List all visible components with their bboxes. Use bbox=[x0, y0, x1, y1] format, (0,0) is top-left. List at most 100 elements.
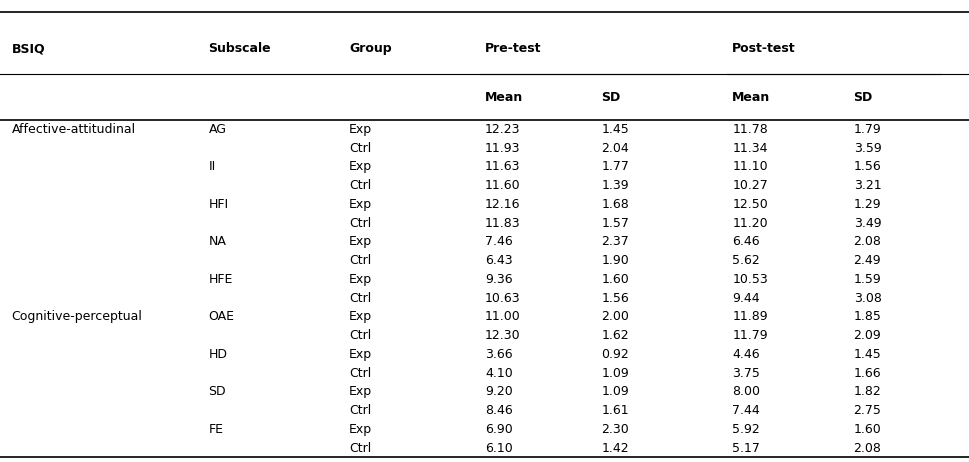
Text: Ctrl: Ctrl bbox=[349, 254, 371, 267]
Text: 1.85: 1.85 bbox=[853, 310, 881, 323]
Text: 11.34: 11.34 bbox=[732, 142, 767, 155]
Text: Ctrl: Ctrl bbox=[349, 142, 371, 155]
Text: Ctrl: Ctrl bbox=[349, 442, 371, 455]
Text: Ctrl: Ctrl bbox=[349, 404, 371, 417]
Text: Exp: Exp bbox=[349, 385, 372, 398]
Text: 1.45: 1.45 bbox=[601, 123, 629, 136]
Text: 2.00: 2.00 bbox=[601, 310, 629, 323]
Text: Ctrl: Ctrl bbox=[349, 329, 371, 342]
Text: BSIQ: BSIQ bbox=[12, 42, 46, 55]
Text: Group: Group bbox=[349, 42, 391, 55]
Text: 11.78: 11.78 bbox=[732, 123, 767, 136]
Text: 1.39: 1.39 bbox=[601, 179, 628, 192]
Text: 1.60: 1.60 bbox=[601, 273, 629, 286]
Text: 2.75: 2.75 bbox=[853, 404, 881, 417]
Text: 11.89: 11.89 bbox=[732, 310, 767, 323]
Text: 12.16: 12.16 bbox=[484, 198, 520, 211]
Text: 3.49: 3.49 bbox=[853, 217, 880, 230]
Text: 2.49: 2.49 bbox=[853, 254, 880, 267]
Text: 1.57: 1.57 bbox=[601, 217, 629, 230]
Text: 12.30: 12.30 bbox=[484, 329, 520, 342]
Text: 11.83: 11.83 bbox=[484, 217, 520, 230]
Text: 8.46: 8.46 bbox=[484, 404, 513, 417]
Text: 3.21: 3.21 bbox=[853, 179, 880, 192]
Text: HFE: HFE bbox=[208, 273, 233, 286]
Text: FE: FE bbox=[208, 423, 223, 436]
Text: 5.17: 5.17 bbox=[732, 442, 760, 455]
Text: 6.10: 6.10 bbox=[484, 442, 513, 455]
Text: 3.66: 3.66 bbox=[484, 348, 512, 361]
Text: Mean: Mean bbox=[732, 91, 769, 103]
Text: Exp: Exp bbox=[349, 423, 372, 436]
Text: 1.66: 1.66 bbox=[853, 366, 880, 380]
Text: 2.04: 2.04 bbox=[601, 142, 629, 155]
Text: 7.44: 7.44 bbox=[732, 404, 760, 417]
Text: SD: SD bbox=[601, 91, 620, 103]
Text: 2.09: 2.09 bbox=[853, 329, 881, 342]
Text: Subscale: Subscale bbox=[208, 42, 271, 55]
Text: 10.63: 10.63 bbox=[484, 292, 520, 304]
Text: 5.92: 5.92 bbox=[732, 423, 760, 436]
Text: 9.20: 9.20 bbox=[484, 385, 513, 398]
Text: 11.20: 11.20 bbox=[732, 217, 767, 230]
Text: AG: AG bbox=[208, 123, 227, 136]
Text: NA: NA bbox=[208, 236, 226, 249]
Text: SD: SD bbox=[853, 91, 872, 103]
Text: 1.79: 1.79 bbox=[853, 123, 881, 136]
Text: 1.42: 1.42 bbox=[601, 442, 628, 455]
Text: Post-test: Post-test bbox=[732, 42, 796, 55]
Text: 1.62: 1.62 bbox=[601, 329, 628, 342]
Text: 2.30: 2.30 bbox=[601, 423, 629, 436]
Text: Ctrl: Ctrl bbox=[349, 179, 371, 192]
Text: 4.46: 4.46 bbox=[732, 348, 759, 361]
Text: 3.75: 3.75 bbox=[732, 366, 760, 380]
Text: 7.46: 7.46 bbox=[484, 236, 513, 249]
Text: 3.08: 3.08 bbox=[853, 292, 881, 304]
Text: Cognitive-perceptual: Cognitive-perceptual bbox=[12, 310, 142, 323]
Text: 1.90: 1.90 bbox=[601, 254, 629, 267]
Text: 12.23: 12.23 bbox=[484, 123, 520, 136]
Text: 11.63: 11.63 bbox=[484, 160, 520, 173]
Text: 11.93: 11.93 bbox=[484, 142, 520, 155]
Text: 3.59: 3.59 bbox=[853, 142, 881, 155]
Text: 5.62: 5.62 bbox=[732, 254, 760, 267]
Text: Exp: Exp bbox=[349, 273, 372, 286]
Text: Mean: Mean bbox=[484, 91, 522, 103]
Text: Exp: Exp bbox=[349, 123, 372, 136]
Text: 2.08: 2.08 bbox=[853, 442, 881, 455]
Text: 1.59: 1.59 bbox=[853, 273, 881, 286]
Text: 8.00: 8.00 bbox=[732, 385, 760, 398]
Text: 1.82: 1.82 bbox=[853, 385, 881, 398]
Text: 1.09: 1.09 bbox=[601, 366, 629, 380]
Text: Exp: Exp bbox=[349, 198, 372, 211]
Text: 1.09: 1.09 bbox=[601, 385, 629, 398]
Text: 12.50: 12.50 bbox=[732, 198, 767, 211]
Text: Ctrl: Ctrl bbox=[349, 366, 371, 380]
Text: 11.10: 11.10 bbox=[732, 160, 767, 173]
Text: HD: HD bbox=[208, 348, 228, 361]
Text: Ctrl: Ctrl bbox=[349, 217, 371, 230]
Text: 1.68: 1.68 bbox=[601, 198, 629, 211]
Text: Exp: Exp bbox=[349, 348, 372, 361]
Text: 11.00: 11.00 bbox=[484, 310, 520, 323]
Text: 11.79: 11.79 bbox=[732, 329, 767, 342]
Text: Pre-test: Pre-test bbox=[484, 42, 541, 55]
Text: Exp: Exp bbox=[349, 310, 372, 323]
Text: 1.60: 1.60 bbox=[853, 423, 881, 436]
Text: 1.29: 1.29 bbox=[853, 198, 880, 211]
Text: 1.56: 1.56 bbox=[601, 292, 629, 304]
Text: 9.36: 9.36 bbox=[484, 273, 512, 286]
Text: 6.43: 6.43 bbox=[484, 254, 512, 267]
Text: Exp: Exp bbox=[349, 236, 372, 249]
Text: Ctrl: Ctrl bbox=[349, 292, 371, 304]
Text: 2.08: 2.08 bbox=[853, 236, 881, 249]
Text: 10.53: 10.53 bbox=[732, 273, 767, 286]
Text: 6.46: 6.46 bbox=[732, 236, 759, 249]
Text: HFI: HFI bbox=[208, 198, 229, 211]
Text: 11.60: 11.60 bbox=[484, 179, 520, 192]
Text: 6.90: 6.90 bbox=[484, 423, 513, 436]
Text: 1.45: 1.45 bbox=[853, 348, 881, 361]
Text: Exp: Exp bbox=[349, 160, 372, 173]
Text: 2.37: 2.37 bbox=[601, 236, 629, 249]
Text: 0.92: 0.92 bbox=[601, 348, 629, 361]
